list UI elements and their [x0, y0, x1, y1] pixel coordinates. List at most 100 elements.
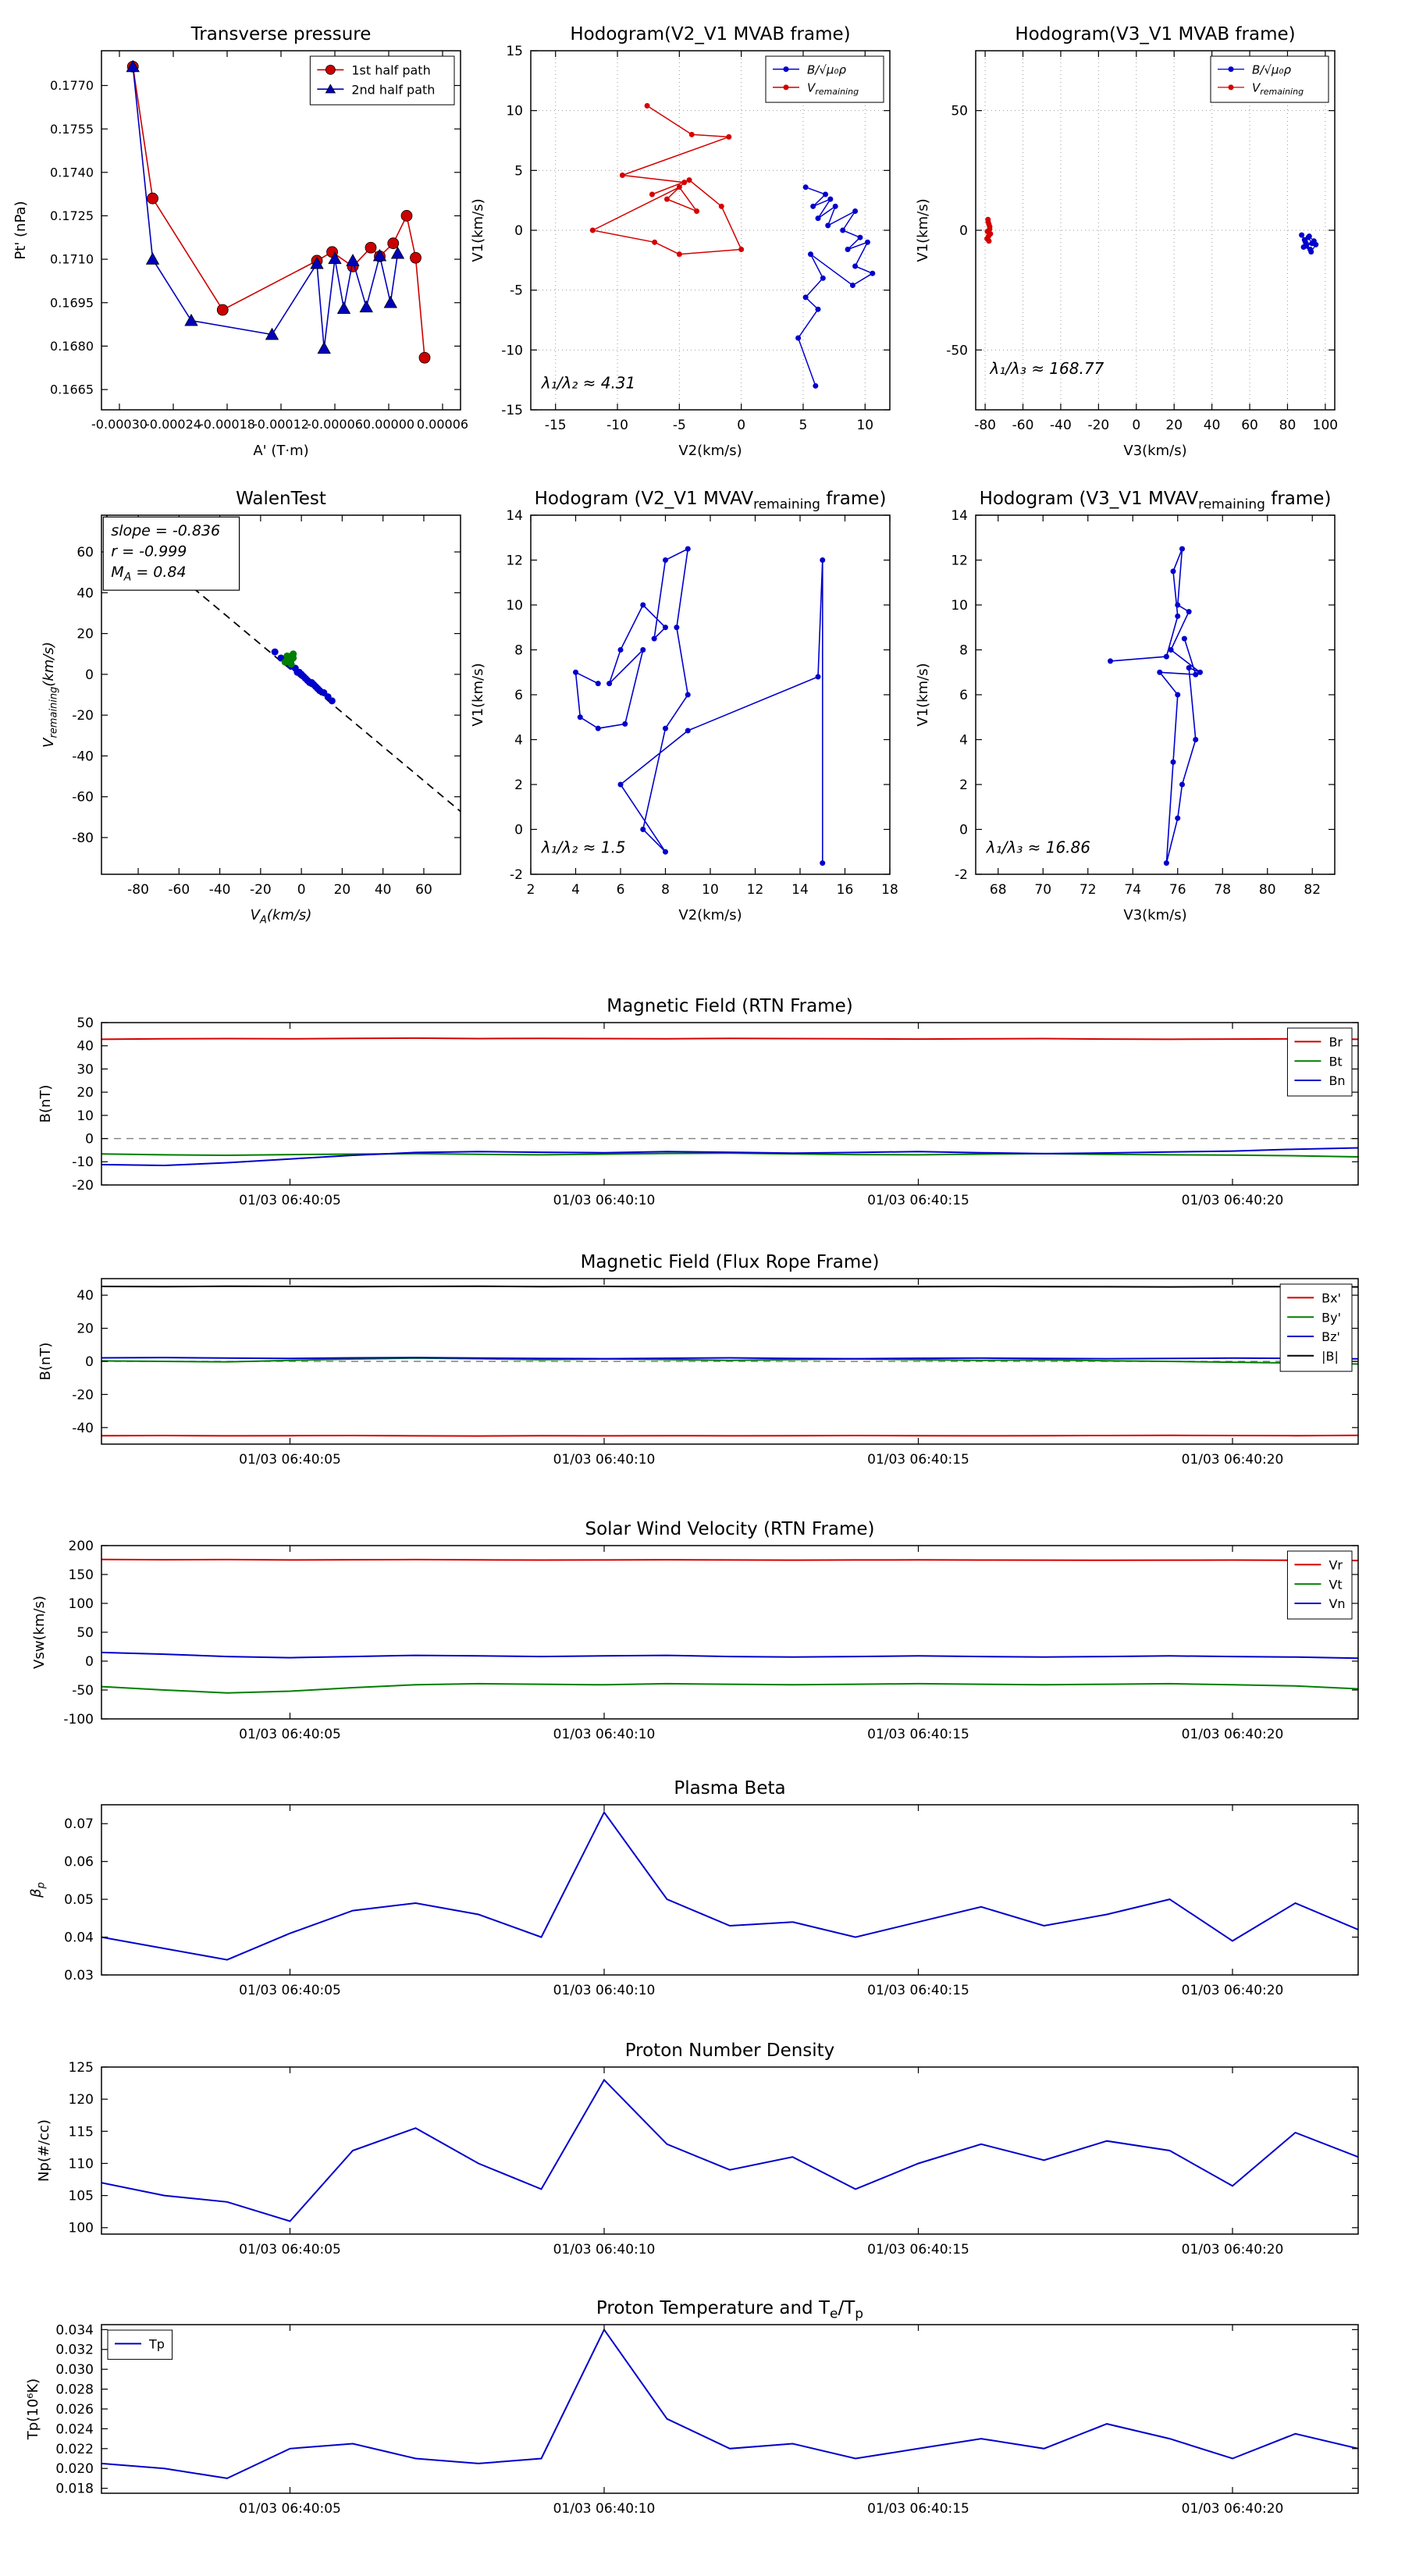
axes-frame [975, 514, 1336, 875]
svg-text:40: 40 [76, 1039, 94, 1055]
svg-text:By': By' [1321, 1310, 1341, 1325]
svg-text:16: 16 [837, 882, 854, 898]
svg-text:V1(km/s): V1(km/s) [470, 198, 486, 262]
svg-text:01/03 06:40:15: 01/03 06:40:15 [867, 1193, 969, 1208]
svg-text:-10: -10 [606, 418, 628, 433]
svg-text:B/√μ₀ρ: B/√μ₀ρ [1252, 62, 1291, 76]
svg-text:0.032: 0.032 [55, 2343, 94, 2358]
svg-text:10: 10 [506, 104, 523, 119]
svg-text:01/03 06:40:05: 01/03 06:40:05 [239, 2501, 341, 2517]
axes-frame [101, 2066, 1359, 2235]
svg-text:Proton Temperature and Te/Tp: Proton Temperature and Te/Tp [596, 2298, 863, 2322]
svg-text:40: 40 [76, 1288, 94, 1304]
svg-text:0.1740: 0.1740 [50, 165, 94, 180]
svg-text:Br: Br [1329, 1034, 1343, 1049]
svg-text:-0.00030: -0.00030 [91, 417, 148, 432]
svg-text:V2(km/s): V2(km/s) [678, 907, 742, 923]
series-tp [101, 2328, 1358, 2479]
svg-text:-80: -80 [72, 831, 94, 846]
svg-text:6: 6 [617, 882, 625, 898]
series-2nd-half-path [126, 59, 405, 354]
svg-text:-80: -80 [974, 418, 996, 433]
series-v-path [1108, 546, 1203, 866]
svg-text:-0.00006: -0.00006 [307, 417, 363, 432]
chart-proton-temperature: 01/03 06:40:05 01/03 06:40:10 01/03 06:40:… [25, 2298, 1359, 2517]
axes-frame [101, 514, 461, 875]
svg-text:Vsw(km/s): Vsw(km/s) [31, 1596, 48, 1669]
svg-text:01/03 06:40:05: 01/03 06:40:05 [239, 1983, 341, 1998]
chart-walen-test: -80 -60 -40 -20 0 20 40 60 -80 -60 -40 -20 0 20 40 60 Wa… [41, 489, 461, 926]
svg-text:100: 100 [69, 1596, 94, 1612]
svg-text:-20: -20 [72, 1387, 94, 1403]
svg-text:Hodogram (V2_V1 MVAVremaining: Hodogram (V2_V1 MVAVremaining frame) [535, 489, 887, 513]
series-bz [101, 1357, 1358, 1360]
svg-text:14: 14 [791, 882, 809, 898]
svg-text:01/03 06:40:20: 01/03 06:40:20 [1182, 1983, 1284, 1998]
svg-text:01/03 06:40:10: 01/03 06:40:10 [553, 1727, 656, 1742]
svg-text:0.1755: 0.1755 [50, 122, 94, 137]
legend: B/√μ₀ρ Vremaining [1210, 55, 1329, 103]
svg-text:01/03 06:40:05: 01/03 06:40:05 [239, 1452, 341, 1468]
svg-text:115: 115 [69, 2124, 94, 2140]
svg-text:0.022: 0.022 [55, 2442, 94, 2457]
svg-text:-5: -5 [673, 418, 686, 433]
svg-text:60: 60 [415, 882, 432, 898]
svg-text:-20: -20 [1087, 418, 1109, 433]
svg-text:50: 50 [76, 1625, 94, 1641]
svg-text:-60: -60 [168, 882, 190, 898]
svg-text:6: 6 [514, 688, 523, 703]
svg-text:0.1725: 0.1725 [50, 208, 94, 223]
svg-text:-20: -20 [72, 1178, 94, 1194]
svg-text:βp: βp [28, 1882, 47, 1898]
legend: Bx' By' Bz' |B| [1279, 1283, 1353, 1372]
svg-text:80: 80 [1279, 418, 1297, 433]
svg-text:-15: -15 [501, 403, 523, 418]
svg-text:150: 150 [69, 1567, 94, 1583]
svg-text:0.018: 0.018 [55, 2482, 94, 2497]
series-bt [101, 1152, 1358, 1158]
svg-text:0.1680: 0.1680 [50, 339, 94, 354]
svg-text:-2: -2 [955, 867, 968, 883]
svg-text:Plasma Beta: Plasma Beta [674, 1778, 785, 1799]
axes-frame [101, 1022, 1359, 1186]
svg-text:0.024: 0.024 [55, 2421, 94, 2437]
svg-text:01/03 06:40:05: 01/03 06:40:05 [239, 1727, 341, 1742]
svg-text:λ₁/λ₃ ≈ 168.77: λ₁/λ₃ ≈ 168.77 [989, 359, 1104, 378]
svg-text:|B|: |B| [1321, 1349, 1339, 1364]
svg-text:Solar Wind Velocity (RTN Frame: Solar Wind Velocity (RTN Frame) [585, 1519, 874, 1539]
svg-text:76: 76 [1169, 882, 1186, 898]
svg-text:01/03 06:40:15: 01/03 06:40:15 [867, 1452, 969, 1468]
svg-text:-20: -20 [72, 708, 94, 724]
svg-text:-50: -50 [72, 1683, 94, 1699]
svg-text:01/03 06:40:20: 01/03 06:40:20 [1182, 1727, 1284, 1742]
svg-text:40: 40 [1204, 418, 1221, 433]
svg-text:18: 18 [881, 882, 898, 898]
svg-text:01/03 06:40:15: 01/03 06:40:15 [867, 1983, 969, 1998]
svg-text:Magnetic Field (RTN Frame): Magnetic Field (RTN Frame) [606, 996, 853, 1016]
svg-text:50: 50 [76, 1016, 94, 1031]
svg-text:5: 5 [799, 418, 808, 433]
svg-text:0.07: 0.07 [64, 1816, 94, 1832]
svg-text:20: 20 [1165, 418, 1183, 433]
svg-text:10: 10 [506, 598, 523, 614]
svg-text:B(nT): B(nT) [37, 1343, 54, 1381]
svg-text:60: 60 [76, 545, 94, 560]
svg-text:01/03 06:40:15: 01/03 06:40:15 [867, 2501, 969, 2517]
svg-text:01/03 06:40:10: 01/03 06:40:10 [553, 2501, 656, 2517]
svg-text:0.030: 0.030 [55, 2362, 94, 2378]
svg-text:30: 30 [76, 1062, 94, 1077]
series-b [101, 1285, 1358, 1288]
svg-text:V3(km/s): V3(km/s) [1123, 443, 1186, 459]
svg-text:MA = 0.84: MA = 0.84 [111, 564, 186, 584]
svg-text:Vn: Vn [1329, 1596, 1345, 1611]
svg-text:2: 2 [514, 777, 523, 793]
svg-text:0: 0 [297, 882, 306, 898]
svg-text:0.05: 0.05 [64, 1892, 94, 1908]
svg-text:8: 8 [959, 642, 968, 658]
svg-text:01/03 06:40:10: 01/03 06:40:10 [553, 1193, 656, 1208]
svg-text:λ₁/λ₂ ≈ 4.31: λ₁/λ₂ ≈ 4.31 [541, 373, 635, 392]
svg-text:V3(km/s): V3(km/s) [1123, 907, 1186, 923]
svg-text:Tp(10⁶K): Tp(10⁶K) [25, 2379, 41, 2440]
svg-text:60: 60 [1241, 418, 1258, 433]
